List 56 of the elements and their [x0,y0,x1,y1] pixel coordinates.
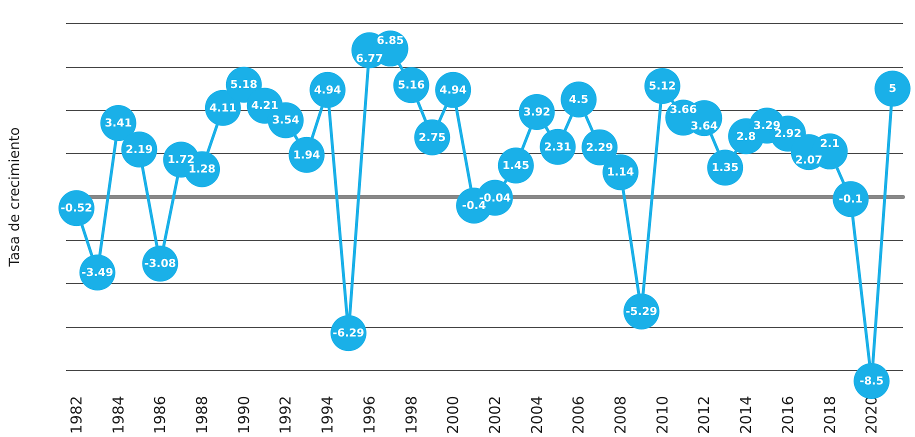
data-label: 1.14 [606,166,634,179]
data-label: 4.94 [314,83,342,96]
data-label: 4.21 [251,99,278,112]
data-label: 4.11 [209,101,237,114]
x-tick-label: 1988 [193,396,212,434]
data-label: 6.85 [376,34,404,48]
data-label: -0.1 [838,192,863,206]
data-label: -3.08 [144,257,176,270]
x-tick-label: 1992 [276,396,295,434]
x-tick-label: 1986 [151,396,170,434]
data-label: -8.5 [860,374,884,388]
x-tick-label: 1982 [67,396,86,434]
x-tick-label: 1994 [318,396,337,434]
data-label: 4.94 [440,83,468,96]
x-tick-label: 1984 [109,396,128,434]
data-label: 3.92 [523,106,550,119]
x-tick-label: 2012 [695,396,714,434]
data-label: 3.66 [670,103,698,116]
data-label: 1.35 [712,161,739,174]
data-label: 2.75 [418,130,446,144]
data-label: 2.1 [820,136,840,150]
data-label: -3.49 [82,266,114,279]
x-tick-label: 2002 [486,396,504,434]
data-label: 3.54 [272,114,300,127]
data-label: -5.29 [626,304,658,318]
data-label: 1.45 [502,159,530,172]
data-label: 2.19 [126,142,153,156]
x-tick-label: 2006 [570,396,588,434]
x-tick-label: 1998 [402,396,420,434]
x-tick-label: 2010 [653,396,672,434]
x-tick-label: 1990 [234,396,253,434]
x-tick-label: 1996 [360,396,378,434]
x-tick-label: 2008 [612,396,630,434]
data-label: 5 [888,82,896,96]
data-label: 5.16 [398,78,426,92]
data-label: 5.18 [230,78,258,92]
data-label: 2.29 [586,140,614,154]
data-label: 3.41 [104,116,132,130]
x-tick-label: 2014 [737,396,756,434]
data-label: 2.07 [795,154,822,167]
data-label: 5.12 [648,80,676,93]
point [874,70,911,107]
data-label: 4.5 [568,92,588,106]
data-label: 1.94 [293,148,321,162]
data-label: 3.64 [690,120,718,133]
x-tick-label: 2016 [778,396,797,434]
data-label: -0.52 [60,202,92,215]
y-axis-title: Tasa de crecimiento [7,127,23,268]
x-tick-label: 2004 [528,396,546,434]
data-label: 2.31 [544,140,572,154]
x-tick-label: 2000 [444,396,462,434]
data-label: 6.77 [356,52,383,65]
x-tick-label: 2018 [820,396,839,434]
data-label: 1.28 [188,162,216,176]
data-label: 2.8 [736,130,756,143]
data-label: -6.29 [332,326,364,340]
